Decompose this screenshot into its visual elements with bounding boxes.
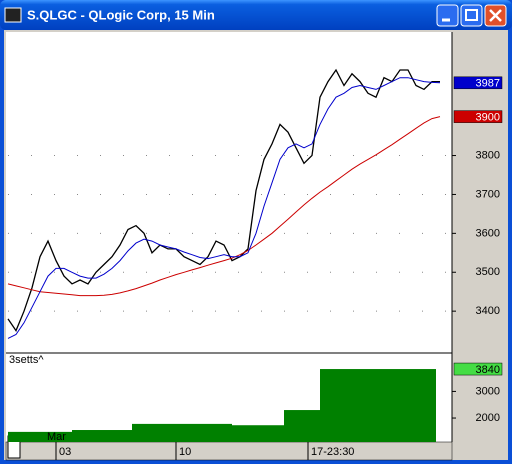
- y-tick-label: 2000: [476, 412, 500, 424]
- last-value-label: 3900: [476, 112, 500, 124]
- month-label: Mar: [47, 431, 66, 443]
- last-value-label: 3840: [476, 364, 500, 376]
- x-axis-strip: [5, 441, 453, 461]
- last-value-label: 3987: [476, 78, 500, 90]
- step-bar: [8, 431, 72, 442]
- x-tick-label: 10: [179, 446, 191, 458]
- last-value-box: [453, 76, 503, 90]
- y-tick-label: 3700: [476, 188, 500, 200]
- y-tick-label: 3400: [476, 305, 500, 317]
- y-tick-label: 3000: [476, 385, 500, 397]
- minimize-button[interactable]: [436, 4, 459, 27]
- panel-title: 3setts^: [9, 354, 44, 366]
- x-tick-label: 03: [59, 446, 71, 458]
- step-bar: [320, 369, 436, 442]
- y-tick-label: 3500: [476, 266, 500, 278]
- window-title: S.QLGC - QLogic Corp, 15 Min: [27, 7, 215, 22]
- series-line: [7, 116, 441, 297]
- series-line: [7, 77, 441, 339]
- y-tick-label: 3800: [476, 149, 500, 161]
- step-bar: [284, 410, 320, 442]
- app-icon: [4, 7, 22, 23]
- maximize-button[interactable]: [460, 4, 483, 27]
- series-line: [7, 68, 440, 332]
- step-bar: [72, 430, 132, 442]
- close-button[interactable]: [484, 4, 507, 27]
- last-value-box: [453, 362, 503, 376]
- x-tick-label: 17-23:30: [311, 446, 354, 458]
- y-tick-label: 3600: [476, 227, 500, 239]
- step-bar: [132, 423, 232, 442]
- title-bar: [0, 0, 512, 30]
- step-bar: [232, 425, 284, 442]
- last-value-box: [453, 110, 503, 123]
